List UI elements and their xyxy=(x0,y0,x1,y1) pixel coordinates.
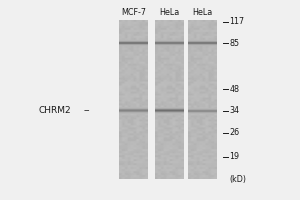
Text: MCF-7: MCF-7 xyxy=(121,8,146,17)
Text: 85: 85 xyxy=(229,39,239,48)
Text: 34: 34 xyxy=(229,106,239,115)
Text: 19: 19 xyxy=(229,152,239,161)
Text: CHRM2: CHRM2 xyxy=(38,106,71,115)
Text: 117: 117 xyxy=(229,17,244,26)
Text: HeLa: HeLa xyxy=(159,8,179,17)
Text: 48: 48 xyxy=(229,85,239,94)
Text: --: -- xyxy=(84,106,91,115)
Text: 26: 26 xyxy=(229,128,239,137)
Text: (kD): (kD) xyxy=(229,175,246,184)
Text: HeLa: HeLa xyxy=(192,8,212,17)
